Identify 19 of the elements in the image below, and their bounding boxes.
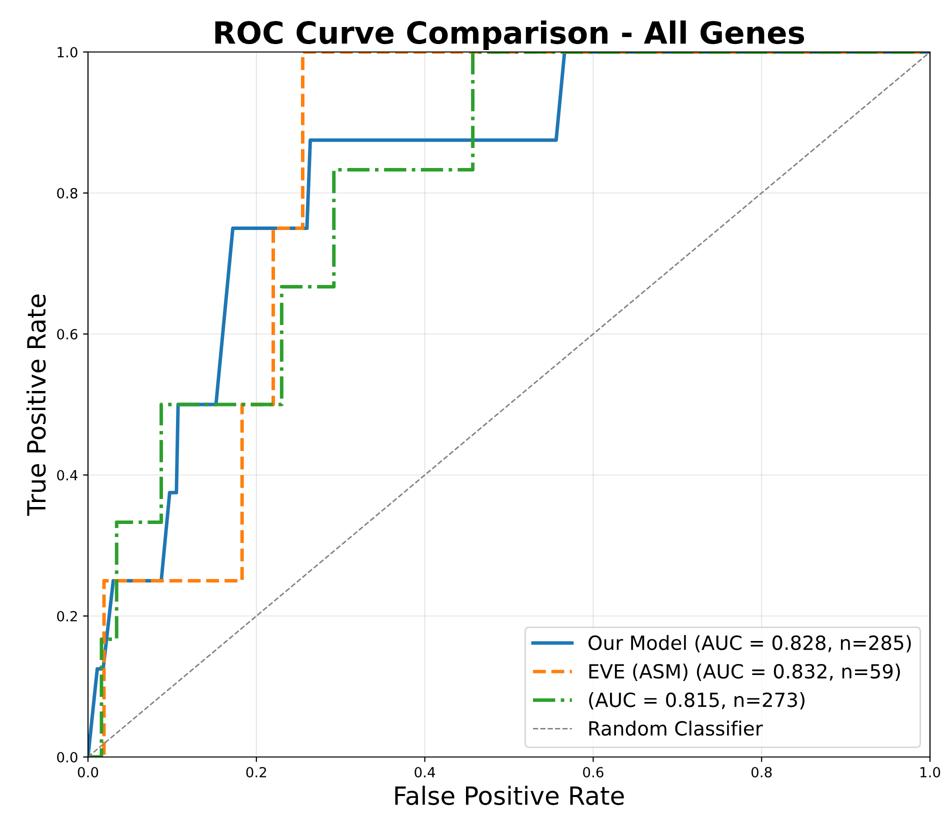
x-axis-title: False Positive Rate [395, 786, 624, 806]
legend-label: Our Model (AUC = 0.828, n=285) [588, 635, 911, 652]
y-tick-label: 0.8 [57, 188, 78, 198]
legend-label: EVE (ASM) (AUC = 0.832, n=59) [589, 664, 900, 681]
x-tick-label: 0.4 [414, 766, 436, 778]
x-tick-label: 0.8 [751, 766, 772, 778]
legend-label: (AUC = 0.815, n=273) [589, 692, 804, 710]
y-axis-title: True Positive Rate [26, 294, 46, 516]
y-tick-label: 0.4 [57, 470, 78, 480]
legend-label: Random Classifier [589, 720, 763, 736]
y-tick-label: 0.6 [57, 328, 78, 340]
x-tick-label: 1.0 [920, 766, 940, 778]
y-tick-label: 0.0 [57, 752, 78, 762]
chart-title: ROC Curve Comparison - All Genes [215, 20, 804, 50]
x-tick-label: 0.6 [583, 766, 604, 778]
x-tick-label: 0.0 [78, 766, 98, 778]
x-tick-label: 0.2 [246, 766, 266, 778]
y-tick-label: 1.0 [58, 46, 78, 58]
y-tick-label: 0.2 [57, 610, 77, 622]
